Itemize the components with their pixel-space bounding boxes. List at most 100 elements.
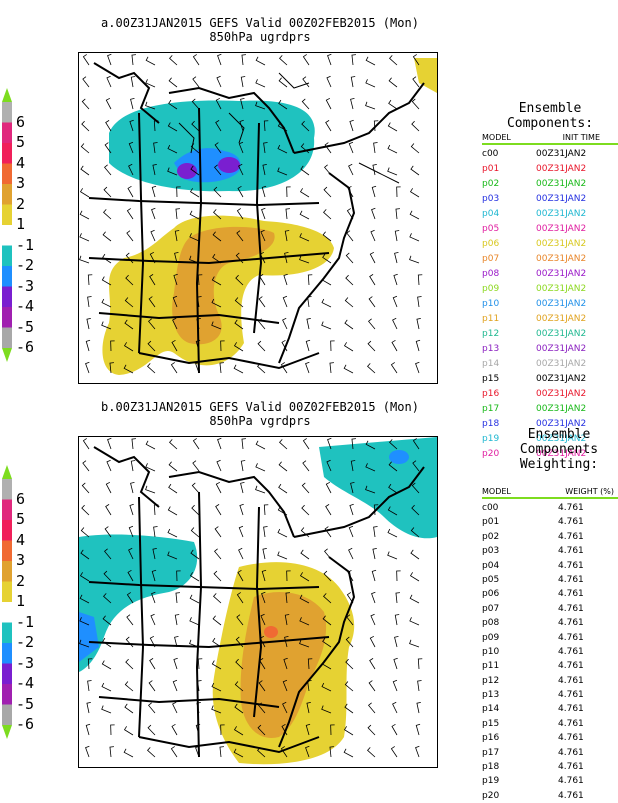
wind-barb	[409, 639, 420, 648]
component-model: p11	[482, 314, 500, 324]
weighting-model: p18	[482, 762, 500, 773]
weighting-model: p07	[482, 603, 500, 614]
wind-barb	[189, 188, 200, 198]
wind-barb	[238, 547, 244, 560]
weighting-row: p20 4.761	[482, 789, 618, 803]
wind-barb	[192, 438, 200, 450]
wind-barb	[236, 592, 244, 604]
weighting-heading-line2: Components	[519, 442, 599, 457]
colorbar-b-label: -4	[16, 674, 35, 692]
wind-barb	[324, 526, 332, 538]
component-init-time: 00Z31JAN2	[536, 344, 587, 354]
wind-barb	[172, 701, 178, 714]
weighting-model: p11	[482, 661, 500, 672]
wind-barb	[411, 504, 420, 516]
wind-barb	[214, 548, 222, 560]
component-init-time: 00Z31JAN2	[536, 284, 587, 294]
component-model: p15	[482, 374, 500, 384]
component-row: c00 00Z31JAN2	[482, 147, 618, 162]
weighting-value: 4.761	[558, 503, 584, 513]
wind-barb	[373, 120, 379, 132]
wind-barb	[79, 233, 90, 242]
wind-barb	[255, 485, 266, 494]
colorbar-b-swatch	[2, 540, 12, 561]
wind-barb	[213, 570, 222, 582]
component-model: p07	[482, 254, 500, 264]
weighting-row: p01 4.761	[482, 515, 618, 529]
wind-barb	[169, 55, 178, 66]
wind-barb	[148, 318, 156, 330]
wind-barb	[286, 186, 291, 198]
wind-barb	[241, 438, 246, 450]
wind-barb	[211, 276, 222, 286]
wind-barb	[213, 593, 222, 604]
component-model: c00	[482, 149, 499, 159]
wind-barb	[323, 209, 332, 220]
wind-barb	[215, 481, 222, 494]
wind-barb	[322, 615, 332, 626]
weighting-model: p08	[482, 618, 500, 629]
wind-barb	[151, 569, 157, 582]
wind-barb	[306, 701, 311, 714]
colorbar-a-swatch	[2, 245, 12, 266]
wind-barb	[196, 701, 201, 714]
wind-barb	[389, 55, 398, 66]
wind-barb	[368, 318, 376, 330]
wind-barb	[350, 97, 355, 110]
component-model: p13	[482, 344, 500, 354]
weighting-model: p16	[482, 733, 500, 744]
wind-barb	[299, 255, 310, 264]
wind-barb	[387, 144, 398, 154]
wind-barb	[168, 461, 178, 472]
wind-barb	[125, 252, 134, 264]
wind-barb	[344, 703, 354, 714]
wind-barb	[324, 164, 332, 176]
component-row: p14 00Z31JAN2	[482, 357, 618, 372]
colorbar-b-arrow-top	[2, 465, 12, 479]
component-model: p18	[482, 419, 500, 429]
wind-barb	[365, 485, 376, 494]
wind-barb	[239, 503, 244, 516]
wind-barb	[261, 591, 266, 604]
wind-barb	[349, 119, 354, 132]
wind-barb	[167, 528, 178, 538]
wind-barb	[321, 321, 332, 330]
colorbar-b-label: 2	[16, 571, 26, 590]
wind-barb	[101, 276, 112, 286]
component-init-time: 00Z31JAN2	[536, 449, 587, 459]
component-model: p01	[482, 164, 500, 174]
wind-barb	[130, 76, 136, 88]
wind-barb	[216, 459, 222, 472]
colorbar-b-swatch	[2, 520, 12, 541]
weighting-row: p05 4.761	[482, 573, 618, 587]
wind-barb	[174, 635, 179, 648]
wind-barb	[233, 726, 244, 736]
wind-barb	[369, 658, 376, 670]
wind-barb	[306, 317, 311, 330]
wind-barb	[365, 463, 376, 472]
weighting-model: p04	[482, 560, 500, 571]
wind-barb	[126, 614, 134, 626]
colorbar-b-swatch	[2, 581, 12, 602]
wind-barb	[301, 482, 310, 494]
wind-barb	[417, 296, 422, 308]
wind-barb	[101, 682, 112, 692]
wind-barb	[284, 635, 289, 648]
component-init-time: 00Z31JAN2	[536, 149, 587, 159]
wind-barb	[127, 569, 134, 582]
wind-barb	[126, 208, 134, 220]
weighting-row: p14 4.761	[482, 702, 618, 716]
wind-barb	[280, 362, 288, 374]
component-row: p01 00Z31JAN2	[482, 162, 618, 177]
weighting-value: 4.761	[558, 718, 584, 729]
wind-barb	[233, 748, 244, 758]
wind-barb	[321, 660, 332, 670]
wind-barb	[195, 339, 201, 352]
wind-barb	[235, 658, 244, 670]
wind-barb	[197, 658, 203, 670]
wind-barb	[259, 274, 266, 286]
wind-barb	[307, 296, 312, 308]
wind-barb	[416, 701, 421, 714]
component-model: p16	[482, 389, 500, 399]
wind-barb	[329, 362, 334, 374]
